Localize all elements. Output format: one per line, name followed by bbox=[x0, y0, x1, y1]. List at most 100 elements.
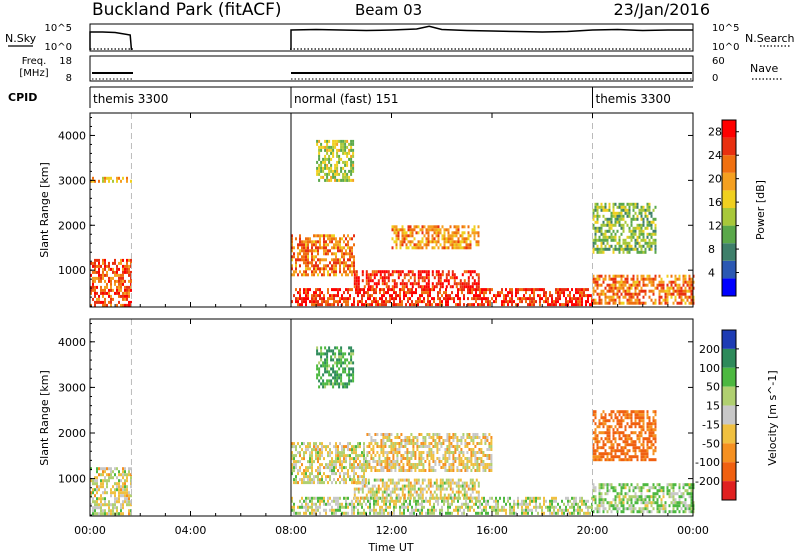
echo-cell bbox=[642, 289, 645, 293]
echo-cell bbox=[417, 508, 419, 512]
echo-cell bbox=[427, 303, 429, 307]
echo-cell bbox=[347, 288, 349, 292]
echo-cell bbox=[561, 499, 563, 503]
echo-cell bbox=[337, 246, 339, 250]
echo-cell bbox=[533, 303, 535, 307]
echo-cell bbox=[495, 499, 497, 503]
echo-cell bbox=[110, 476, 112, 480]
echo-cell bbox=[340, 358, 343, 362]
echo-cell bbox=[392, 445, 395, 448]
echo-cell bbox=[122, 294, 124, 298]
echo-cell bbox=[341, 469, 343, 473]
echo-cell bbox=[420, 469, 423, 472]
echo-cell bbox=[485, 511, 487, 515]
echo-cell bbox=[674, 295, 677, 299]
echo-cell bbox=[471, 303, 473, 307]
echo-cell bbox=[370, 436, 373, 439]
echo-cell bbox=[311, 448, 313, 452]
echo-cell bbox=[612, 458, 615, 462]
echo-cell bbox=[100, 497, 102, 501]
echo-cell bbox=[466, 442, 469, 445]
echo-cell bbox=[110, 285, 112, 289]
echo-cell bbox=[511, 300, 513, 304]
echo-cell bbox=[110, 300, 112, 304]
echo-cell bbox=[352, 376, 355, 380]
echo-cell bbox=[573, 502, 575, 506]
echo-cell bbox=[313, 481, 315, 485]
echo-cell bbox=[291, 457, 293, 461]
echo-cell bbox=[453, 481, 456, 485]
echo-cell bbox=[429, 493, 432, 497]
echo-cell bbox=[319, 303, 321, 307]
echo-cell bbox=[652, 217, 655, 221]
echo-cell bbox=[596, 455, 599, 459]
echo-cell bbox=[391, 246, 394, 250]
echo-cell bbox=[407, 228, 410, 232]
echo-cell bbox=[327, 481, 329, 485]
echo-cell bbox=[567, 511, 569, 515]
echo-cell bbox=[365, 273, 368, 277]
echo-cell bbox=[324, 160, 327, 164]
echo-cell bbox=[467, 231, 470, 235]
echo-cell bbox=[427, 499, 429, 503]
echo-cell bbox=[359, 499, 361, 503]
echo-cell bbox=[326, 358, 329, 362]
echo-cell bbox=[398, 466, 401, 469]
echo-cell bbox=[668, 286, 671, 290]
echo-cell bbox=[339, 267, 341, 271]
echo-cell bbox=[628, 247, 631, 251]
echo-cell bbox=[307, 273, 309, 277]
echo-cell bbox=[317, 303, 319, 307]
echo-cell bbox=[342, 148, 345, 152]
echo-cell bbox=[422, 466, 425, 469]
echo-cell bbox=[303, 252, 305, 256]
echo-cell bbox=[467, 225, 470, 229]
echo-cell bbox=[355, 276, 358, 280]
echo-cell bbox=[96, 258, 98, 262]
echo-cell bbox=[416, 448, 419, 451]
echo-cell bbox=[600, 446, 603, 450]
echo-cell bbox=[297, 469, 299, 473]
echo-cell bbox=[382, 466, 385, 469]
echo-cell bbox=[98, 488, 100, 492]
echo-cell bbox=[642, 283, 645, 287]
echo-cell bbox=[357, 294, 359, 298]
echo-cell bbox=[307, 478, 309, 482]
echo-cell bbox=[563, 288, 565, 292]
echo-cell bbox=[468, 466, 471, 469]
echo-cell bbox=[461, 225, 464, 229]
echo-cell bbox=[531, 303, 533, 307]
echo-cell bbox=[353, 469, 355, 473]
echo-cell bbox=[329, 303, 331, 307]
echo-cell bbox=[98, 467, 100, 471]
echo-cell bbox=[640, 428, 643, 432]
echo-cell bbox=[383, 279, 386, 283]
echo-cell bbox=[460, 442, 463, 445]
echo-cell bbox=[602, 498, 605, 502]
echo-cell bbox=[437, 273, 440, 277]
echo-cell bbox=[600, 247, 603, 251]
echo-cell bbox=[118, 470, 120, 474]
echo-cell bbox=[545, 297, 547, 301]
echo-cell bbox=[399, 499, 401, 503]
echo-cell bbox=[485, 300, 487, 304]
echo-cell bbox=[423, 288, 425, 292]
echo-cell bbox=[353, 481, 355, 485]
echo-cell bbox=[311, 270, 313, 274]
echo-cell bbox=[116, 500, 118, 504]
echo-cell bbox=[608, 235, 611, 239]
echo-cell bbox=[450, 436, 453, 439]
echo-cell bbox=[299, 288, 301, 292]
echo-cell bbox=[415, 303, 417, 307]
cpid-segment-label: themis 3300 bbox=[93, 92, 168, 106]
echo-cell bbox=[307, 258, 309, 262]
echo-cell bbox=[313, 273, 315, 277]
echo-cell bbox=[383, 487, 386, 491]
echo-cell bbox=[464, 442, 467, 445]
echo-cell bbox=[373, 276, 376, 280]
echo-cell bbox=[322, 385, 325, 389]
echo-cell bbox=[612, 455, 615, 459]
echo-cell bbox=[336, 370, 339, 374]
echo-cell bbox=[124, 479, 126, 483]
echo-cell bbox=[92, 270, 94, 274]
